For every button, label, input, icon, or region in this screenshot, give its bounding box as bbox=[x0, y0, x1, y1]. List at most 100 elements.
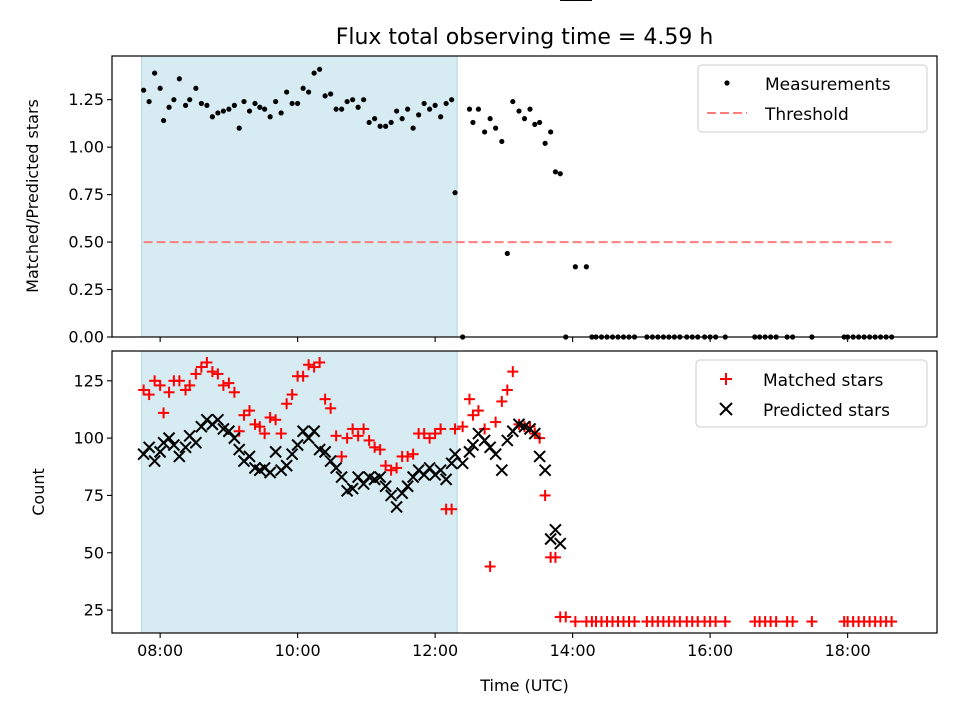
matched-point bbox=[569, 616, 581, 628]
measurement-point bbox=[262, 106, 268, 112]
legend-label-matched: Matched stars bbox=[763, 371, 883, 391]
predicted-point bbox=[346, 482, 359, 495]
matched-point bbox=[402, 450, 414, 462]
measurement-point bbox=[311, 70, 317, 76]
measurement-point bbox=[521, 116, 528, 122]
matched-point bbox=[154, 379, 166, 391]
predicted-point bbox=[263, 466, 277, 479]
measurement-point bbox=[231, 102, 237, 108]
measurement-point bbox=[532, 121, 538, 127]
x-axis-label: Time (UTC) bbox=[479, 676, 568, 695]
measurement-point bbox=[427, 106, 433, 112]
matched-point bbox=[254, 421, 266, 433]
measurement-point bbox=[475, 106, 482, 112]
measurement-point bbox=[284, 89, 290, 95]
y-tick-label: 75 bbox=[84, 486, 104, 505]
matched-point bbox=[281, 398, 293, 410]
measurement-point bbox=[209, 114, 215, 120]
measurement-point bbox=[470, 119, 476, 126]
y-tick-label: 0.75 bbox=[68, 185, 104, 204]
matched-point bbox=[358, 423, 370, 435]
matched-point bbox=[549, 551, 561, 563]
panel-ratio: 0.00 0.25 0.50 0.75 1.00 1.25 Matched/Predict… bbox=[23, 55, 938, 347]
y-tick-label: 50 bbox=[84, 543, 104, 562]
measurement-point bbox=[171, 97, 177, 103]
predicted-point bbox=[554, 537, 567, 550]
measurement-point bbox=[146, 98, 152, 105]
measurement-point bbox=[388, 119, 394, 126]
count-series-layer bbox=[137, 0, 898, 628]
matched-point bbox=[325, 402, 337, 414]
measurement-point bbox=[355, 104, 361, 110]
measurement-point bbox=[449, 97, 455, 103]
predicted-point bbox=[228, 431, 241, 445]
matched-point bbox=[336, 450, 348, 462]
matched-point bbox=[886, 616, 898, 628]
matched-point bbox=[472, 405, 484, 417]
measurement-point bbox=[306, 89, 312, 95]
y-tick-label: 125 bbox=[73, 371, 104, 390]
measurement-point bbox=[482, 129, 488, 135]
x-tick-label: 08:00 bbox=[137, 641, 183, 660]
y-axis-ticks-bottom: 25 50 75 100 125 bbox=[73, 371, 112, 620]
measurement-point bbox=[160, 117, 167, 124]
measurement-point bbox=[204, 102, 210, 108]
predicted-point bbox=[291, 438, 304, 452]
matched-point bbox=[464, 393, 475, 405]
predicted-point bbox=[153, 445, 167, 459]
predicted-point bbox=[232, 443, 246, 456]
matched-point bbox=[264, 411, 276, 423]
measurement-point bbox=[394, 108, 400, 114]
measurement-point bbox=[432, 102, 438, 108]
matched-point bbox=[484, 561, 496, 573]
matched-point bbox=[435, 423, 447, 435]
matched-point bbox=[163, 386, 175, 398]
measurement-point bbox=[241, 98, 247, 105]
panel-counts: 25 50 75 100 125 08:00 10:00 12:00 14:00 16:00 18… bbox=[29, 0, 938, 695]
x-tick-label: 16:00 bbox=[687, 641, 733, 660]
measurement-point bbox=[366, 119, 372, 126]
measurement-point bbox=[246, 108, 253, 114]
matched-point bbox=[629, 616, 640, 628]
matched-point bbox=[449, 423, 461, 435]
predicted-point bbox=[501, 434, 514, 447]
measurement-point bbox=[504, 250, 510, 257]
predicted-point bbox=[463, 445, 476, 459]
measurement-point bbox=[510, 98, 516, 105]
measurement-point bbox=[328, 91, 334, 97]
measurement-point bbox=[215, 110, 221, 116]
y-axis-label-bottom: Count bbox=[29, 468, 48, 516]
predicted-point bbox=[439, 473, 453, 486]
predicted-point bbox=[384, 489, 398, 502]
measurement-point bbox=[527, 106, 533, 112]
predicted-point bbox=[307, 425, 321, 438]
predicted-point bbox=[179, 441, 192, 454]
y-tick-label: 0.00 bbox=[68, 328, 104, 347]
matched-point bbox=[223, 377, 235, 389]
measurement-point bbox=[443, 100, 449, 107]
matched-point bbox=[244, 405, 255, 417]
matched-point bbox=[217, 379, 229, 391]
matched-point bbox=[143, 389, 155, 401]
predicted-point bbox=[445, 457, 458, 470]
matched-point bbox=[314, 356, 326, 368]
matched-point bbox=[560, 611, 572, 623]
predicted-point bbox=[456, 457, 469, 470]
y-axis-label-top: Matched/Predicted stars bbox=[23, 99, 42, 293]
measurement-point bbox=[583, 264, 589, 270]
y-axis-ticks-top: 0.00 0.25 0.50 0.75 1.00 1.25 bbox=[68, 90, 112, 347]
measurement-point bbox=[572, 264, 578, 270]
y-tick-label: 0.50 bbox=[68, 233, 104, 252]
predicted-point bbox=[390, 500, 403, 514]
predicted-point bbox=[148, 454, 161, 468]
measurement-point bbox=[226, 106, 232, 112]
measurement-point bbox=[487, 116, 493, 122]
measurement-point bbox=[220, 108, 226, 114]
legend-box-bottom bbox=[695, 359, 928, 428]
predicted-point bbox=[335, 470, 348, 484]
measurement-point bbox=[152, 70, 158, 76]
matched-point bbox=[190, 368, 202, 380]
measurement-point bbox=[493, 125, 499, 131]
measurement-point bbox=[383, 123, 389, 129]
